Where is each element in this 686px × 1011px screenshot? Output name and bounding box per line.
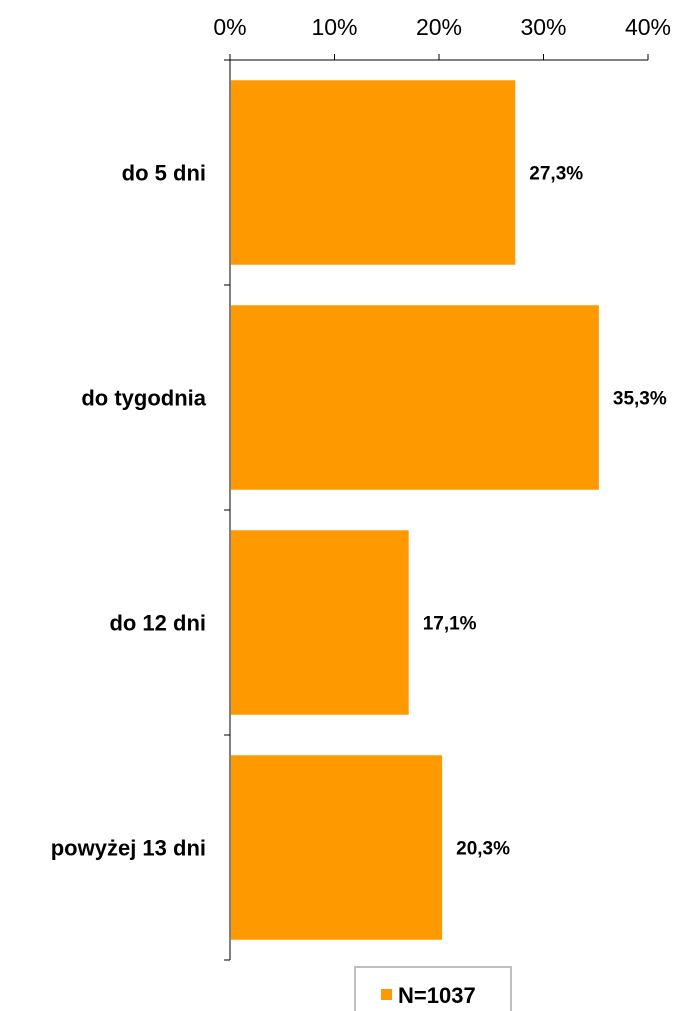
bar bbox=[231, 530, 409, 715]
category-labels: do 5 dni do tygodnia do 12 dni powyżej 13 d… bbox=[51, 161, 207, 861]
x-axis: 0% 10% 20% 30% 40% bbox=[213, 14, 671, 61]
data-label: 20,3% bbox=[456, 839, 510, 860]
bars bbox=[231, 80, 599, 940]
data-label: 35,3% bbox=[613, 389, 667, 410]
x-tick-label: 30% bbox=[520, 14, 566, 40]
x-tick-label: 40% bbox=[625, 14, 671, 40]
x-tick-label: 0% bbox=[213, 14, 246, 40]
bar bbox=[231, 305, 599, 490]
legend: N=1037 bbox=[354, 966, 512, 1011]
legend-entry: N=1037 bbox=[398, 983, 476, 1008]
legend-swatch bbox=[381, 989, 392, 1000]
data-labels: 27,3% 35,3% 17,1% 20,3% bbox=[423, 164, 667, 860]
x-tick-label: 10% bbox=[311, 14, 357, 40]
category-label: do 12 dni bbox=[109, 611, 206, 636]
x-tick-label: 20% bbox=[416, 14, 462, 40]
category-label: powyżej 13 dni bbox=[51, 836, 206, 861]
category-label: do tygodnia bbox=[81, 386, 206, 411]
data-label: 17,1% bbox=[423, 614, 477, 635]
bar bbox=[231, 80, 516, 265]
bar bbox=[231, 755, 443, 940]
data-label: 27,3% bbox=[529, 164, 583, 185]
y-axis bbox=[224, 59, 231, 961]
category-label: do 5 dni bbox=[122, 161, 206, 186]
